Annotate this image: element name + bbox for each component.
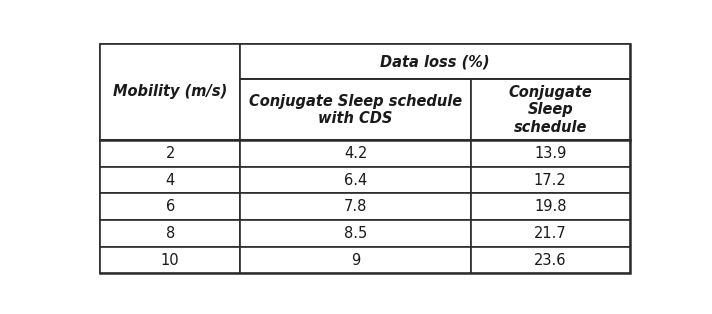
Text: Mobility (m/s): Mobility (m/s) — [113, 84, 227, 100]
Text: 6.4: 6.4 — [344, 173, 367, 188]
Text: 10: 10 — [161, 252, 179, 268]
Text: 8: 8 — [166, 226, 175, 241]
Text: 4: 4 — [166, 173, 175, 188]
Text: 7.8: 7.8 — [344, 199, 367, 214]
Text: Conjugate
Sleep
schedule: Conjugate Sleep schedule — [508, 85, 592, 135]
Text: 8.5: 8.5 — [344, 226, 367, 241]
Text: 17.2: 17.2 — [534, 173, 567, 188]
Text: 2: 2 — [165, 146, 175, 161]
Text: 19.8: 19.8 — [534, 199, 567, 214]
Text: 6: 6 — [166, 199, 175, 214]
Text: 21.7: 21.7 — [534, 226, 567, 241]
Text: Data loss (%): Data loss (%) — [380, 54, 490, 69]
Text: Conjugate Sleep schedule
with CDS: Conjugate Sleep schedule with CDS — [249, 94, 462, 126]
Text: 9: 9 — [351, 252, 360, 268]
Text: 4.2: 4.2 — [344, 146, 367, 161]
Text: 23.6: 23.6 — [534, 252, 567, 268]
Text: 13.9: 13.9 — [534, 146, 567, 161]
